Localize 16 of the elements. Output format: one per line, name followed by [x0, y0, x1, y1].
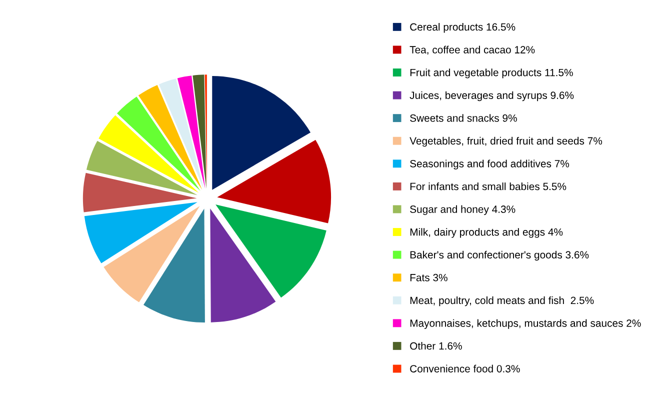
legend-label: Fruit and vegetable products 11.5% [410, 68, 573, 78]
legend-label: Cereal products 16.5% [410, 22, 516, 33]
legend-label: Fats 3% [410, 274, 448, 282]
legend-label: Meat, poultry, cold meats and fish 2.5% [410, 296, 594, 306]
legend-label: Juices, beverages and syrups 9.6% [410, 91, 574, 102]
legend-label: Other 1.6% [410, 342, 462, 350]
legend-label: Baker's and confectioner's goods 3.6% [410, 250, 589, 261]
legend-label: Mayonnaises, ketchups, mustards and sauces 2% [410, 319, 641, 329]
legend-label: Seasonings and food additives 7% [410, 160, 570, 170]
legend-label: Convenience food 0.3% [410, 364, 520, 372]
legend-label: Sugar and honey 4.3% [410, 205, 516, 215]
legend-label: Milk, dairy products and eggs 4% [410, 228, 563, 238]
legend-label: Tea, coffee and cacao 12% [410, 46, 535, 55]
legend-label: Sweets and snacks 9% [410, 114, 517, 122]
legend-label: Vegetables, fruit, dried fruit and seeds 7% [410, 136, 602, 147]
legend-label: For infants and small babies 5.5% [410, 182, 566, 190]
